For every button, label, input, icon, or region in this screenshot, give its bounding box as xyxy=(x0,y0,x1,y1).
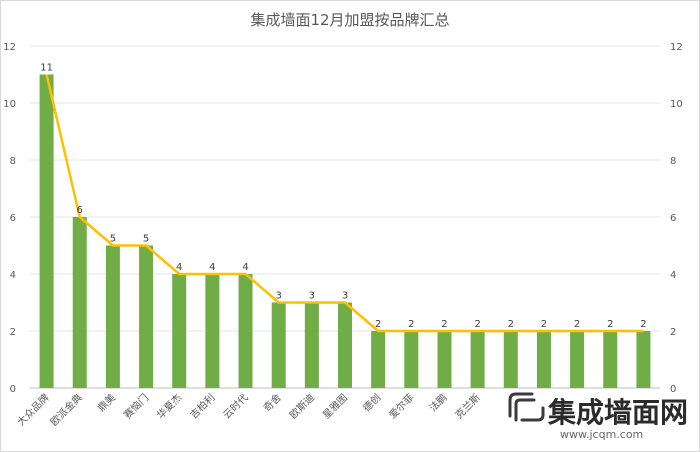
y-tick-label: 4 xyxy=(10,270,16,281)
data-label: 2 xyxy=(541,319,547,330)
bar xyxy=(503,331,518,388)
bar xyxy=(304,302,319,388)
bar xyxy=(570,331,585,388)
data-label: 3 xyxy=(275,291,281,302)
bar xyxy=(536,331,551,388)
data-label: 2 xyxy=(474,319,480,330)
y-tick-label: 6 xyxy=(10,213,16,224)
data-label: 2 xyxy=(574,319,580,330)
data-label: 2 xyxy=(640,319,646,330)
data-label: 2 xyxy=(508,319,514,330)
bar xyxy=(470,331,485,388)
y-tick-label: 12 xyxy=(3,42,16,53)
y-tick-label: 8 xyxy=(10,156,16,167)
data-label: 2 xyxy=(441,319,447,330)
data-label: 5 xyxy=(110,234,116,245)
bar xyxy=(636,331,651,388)
data-label: 5 xyxy=(143,234,149,245)
secondary-y-tick-label: 12 xyxy=(670,42,683,53)
data-label: 2 xyxy=(375,319,381,330)
bar xyxy=(371,331,386,388)
y-tick-label: 10 xyxy=(3,99,16,110)
data-label: 11 xyxy=(40,63,53,74)
data-label: 2 xyxy=(408,319,414,330)
secondary-y-tick-label: 2 xyxy=(670,327,676,338)
bar xyxy=(72,217,87,388)
bar xyxy=(105,245,120,388)
watermark: 集成墙面网 www.jcqm.com xyxy=(508,392,688,441)
jc-logo-icon xyxy=(508,392,545,422)
data-label: 4 xyxy=(176,262,182,273)
y-tick-label: 0 xyxy=(10,384,16,395)
secondary-y-tick-label: 0 xyxy=(670,384,676,395)
watermark-url: www.jcqm.com xyxy=(560,428,643,441)
secondary-y-tick-label: 6 xyxy=(670,213,676,224)
data-label: 2 xyxy=(607,319,613,330)
bar xyxy=(338,302,352,388)
bar xyxy=(205,274,220,388)
bar xyxy=(172,274,187,388)
data-label: 3 xyxy=(309,291,315,302)
secondary-y-tick-label: 4 xyxy=(670,270,676,281)
secondary-y-tick-label: 8 xyxy=(670,156,676,167)
bar xyxy=(238,274,253,388)
watermark-text: 集成墙面网 xyxy=(547,396,688,429)
bar xyxy=(437,331,452,388)
data-label: 6 xyxy=(77,205,83,216)
bar xyxy=(139,245,154,388)
bar xyxy=(39,74,54,388)
bar xyxy=(271,302,286,388)
chart-title: 集成墙面12月加盟按品牌汇总 xyxy=(250,11,449,29)
trend-line-path xyxy=(45,74,644,333)
data-label: 4 xyxy=(209,262,215,273)
y-tick-label: 2 xyxy=(10,327,16,338)
bars xyxy=(39,74,651,388)
bar xyxy=(603,331,618,388)
secondary-y-tick-label: 10 xyxy=(670,99,683,110)
trend-line xyxy=(45,74,644,333)
data-labels: 11 6 5 5 4 4 4 3 3 3 2 2 2 2 2 2 2 2 2 xyxy=(40,63,646,331)
data-label: 3 xyxy=(342,291,348,302)
right-y-axis: 0 2 4 6 8 10 12 xyxy=(670,42,683,395)
left-y-axis: 0 2 4 6 8 10 12 xyxy=(3,42,16,395)
data-label: 4 xyxy=(242,262,248,273)
bar xyxy=(404,331,419,388)
